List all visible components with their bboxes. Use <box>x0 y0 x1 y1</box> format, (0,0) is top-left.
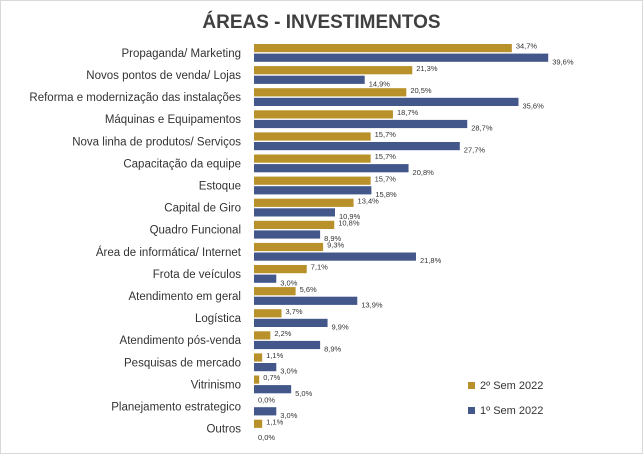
category-label: Estoque <box>199 181 241 193</box>
data-label: 9,9% <box>332 323 349 332</box>
bar-series-2sem <box>254 353 263 362</box>
bar-series-2sem <box>254 375 260 384</box>
category-label: Área de informática/ Internet <box>96 246 242 259</box>
data-label: 15,7% <box>375 174 397 183</box>
data-label: 7,1% <box>311 263 328 272</box>
data-label: 0,7% <box>263 373 280 382</box>
data-label: 2,2% <box>274 329 291 338</box>
category-label: Vitrinismo <box>191 379 241 391</box>
category-label: Propaganda/ Marketing <box>121 48 241 60</box>
bar-series-2sem <box>254 66 413 75</box>
legend-swatch <box>468 407 475 414</box>
bar-series-1sem <box>254 296 358 305</box>
category-label: Logística <box>195 313 242 325</box>
bar-series-2sem <box>254 309 282 318</box>
bar-series-2sem <box>254 110 393 119</box>
data-label: 13,4% <box>358 196 380 205</box>
category-label: Outros <box>206 424 241 436</box>
data-label: 3,7% <box>285 307 302 316</box>
bar-series-2sem <box>254 265 307 274</box>
data-label: 3,0% <box>280 411 297 420</box>
bar-series-2sem <box>254 331 271 340</box>
bar-series-2sem <box>254 287 296 296</box>
data-label: 5,6% <box>300 285 317 294</box>
data-label: 27,7% <box>464 146 486 155</box>
bar-series-2sem <box>254 220 335 229</box>
data-label: 3,0% <box>280 278 297 287</box>
data-label: 39,6% <box>552 57 574 66</box>
data-label: 21,3% <box>416 64 438 73</box>
data-label: 3,0% <box>280 367 297 376</box>
chart-title: ÁREAS - INVESTIMENTOS <box>202 12 441 33</box>
bar-series-2sem <box>254 198 354 207</box>
bar-series-1sem <box>254 274 277 283</box>
data-label: 14,9% <box>369 79 391 88</box>
bar-series-1sem <box>254 119 468 129</box>
bar-series-2sem <box>254 176 371 185</box>
category-label: Quadro Funcional <box>150 225 241 237</box>
data-label: 1,1% <box>266 351 283 360</box>
legend-swatch <box>468 382 475 389</box>
data-label: 0,0% <box>258 395 275 404</box>
bar-series-1sem <box>254 340 321 350</box>
bar-series-1sem <box>254 53 549 62</box>
bar-series-1sem <box>254 142 460 151</box>
data-label: 1,1% <box>266 417 283 426</box>
bar-series-1sem <box>254 230 321 239</box>
bar-series-1sem <box>254 407 277 416</box>
data-label: 20,5% <box>410 86 432 95</box>
data-label: 8,9% <box>324 234 341 243</box>
data-label: 5,0% <box>295 389 312 398</box>
bar-series-2sem <box>254 154 371 163</box>
data-label: 20,8% <box>413 168 435 177</box>
data-label: 15,8% <box>375 190 397 199</box>
bar-series-1sem <box>254 252 416 261</box>
data-label: 21,8% <box>420 256 442 265</box>
category-label: Atendimento em geral <box>128 291 241 303</box>
data-label: 8,9% <box>324 345 341 354</box>
bar-series-1sem <box>254 208 335 217</box>
category-label: Nova linha de produtos/ Serviços <box>72 136 241 148</box>
bar-series-2sem <box>254 88 407 97</box>
data-label: 34,7% <box>516 42 538 51</box>
category-label: Pesquisas de mercado <box>124 357 241 369</box>
category-label: Capital de Giro <box>164 203 241 215</box>
data-label: 10,8% <box>338 219 360 228</box>
data-label: 35,6% <box>523 102 545 111</box>
legend-label: 2º Sem 2022 <box>480 380 543 392</box>
category-label: Capacitação da equipe <box>123 158 241 170</box>
data-label: 28,7% <box>471 124 493 133</box>
bar-series-2sem <box>254 132 371 141</box>
bar-series-2sem <box>254 242 324 252</box>
category-label: Atendimento pós-venda <box>120 335 242 347</box>
bar-series-1sem <box>254 97 519 106</box>
category-label: Planejamento estrategico <box>111 402 241 414</box>
category-label: Máquinas e Equipamentos <box>105 114 241 126</box>
data-label: 10,9% <box>339 212 361 221</box>
bar-series-2sem <box>254 419 263 428</box>
data-label: 18,7% <box>397 108 419 117</box>
data-label: 15,7% <box>375 152 397 161</box>
data-label: 15,7% <box>375 130 397 139</box>
data-label: 9,3% <box>327 241 344 250</box>
bar-series-1sem <box>254 385 292 394</box>
bar-series-1sem <box>254 363 277 372</box>
category-label: Novos pontos de venda/ Lojas <box>86 70 241 82</box>
bar-series-1sem <box>254 318 328 327</box>
data-label: 13,9% <box>361 300 383 309</box>
legend-label: 1º Sem 2022 <box>480 405 543 417</box>
bar-series-2sem <box>254 44 512 53</box>
data-label: 0,0% <box>258 433 275 442</box>
category-label: Frota de veículos <box>153 269 241 281</box>
bar-series-1sem <box>254 186 372 195</box>
bar-series-1sem <box>254 164 409 173</box>
category-label: Reforma e modernização das instalações <box>29 92 241 104</box>
bar-series-1sem <box>254 75 365 84</box>
